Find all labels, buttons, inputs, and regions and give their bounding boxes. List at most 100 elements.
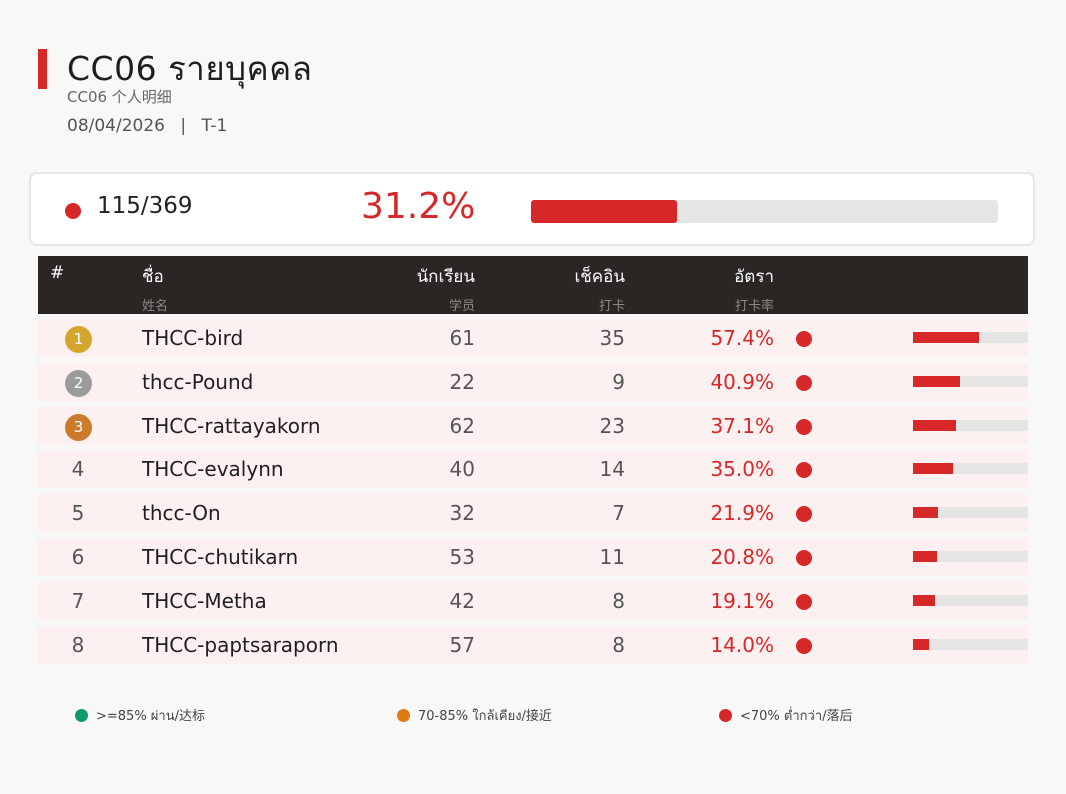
checkin-count: 35 [599, 326, 625, 350]
col-students-label: นักเรียน [416, 267, 475, 287]
rate-status-dot [796, 506, 812, 523]
table-row: 5 thcc-On 32 7 21.9% [38, 494, 1028, 533]
header-accent-bar [38, 49, 47, 89]
rate-bar-track [913, 638, 1028, 650]
page-subtitle: CC06 个人明细 [67, 88, 172, 106]
rate-bar-track [913, 550, 1028, 562]
legend-dot [75, 709, 88, 722]
rate-bar-track [913, 419, 1028, 431]
summary-count: 115/369 [97, 193, 193, 219]
student-count: 62 [449, 413, 475, 438]
rate-bar-fill [913, 419, 956, 431]
ranking-table: # ชื่อ 姓名 นักเรียน 学员 เช็คอิน 打卡 อัตรา 打… [38, 256, 1028, 664]
checkin-rate: 40.9% [710, 369, 774, 394]
rate-status-dot [796, 549, 812, 566]
table-row: 3 THCC-rattayakorn 62 23 37.1% [38, 406, 1028, 445]
rank-number: 4 [71, 457, 85, 482]
student-count: 53 [449, 544, 475, 569]
legend-item: >=85% ผ่าน/达标 [75, 705, 205, 726]
student-count: 61 [449, 326, 475, 350]
checkin-count: 7 [612, 501, 625, 526]
table-body: 1 THCC-bird 61 35 57.4% 2 thcc-Pound 22 9 40.9% 3 T… [38, 319, 1028, 664]
col-students-header: นักเรียน 学员 [417, 263, 475, 314]
member-name: THCC-chutikarn [142, 544, 299, 569]
rate-bar-fill [913, 332, 979, 343]
table-row: 8 THCC-paptsaraporn 57 8 14.0% [38, 625, 1028, 664]
rate-bar-fill [913, 550, 937, 562]
date-separator: | [180, 116, 187, 136]
checkin-rate: 37.1% [710, 413, 774, 438]
col-name-header: ชื่อ 姓名 [142, 263, 168, 314]
member-name: THCC-bird [142, 326, 244, 350]
rate-bar-track [913, 332, 1028, 343]
page-title: CC06 รายบุคคล [67, 49, 313, 88]
checkin-count: 23 [599, 413, 625, 438]
legend-dot [719, 709, 732, 722]
checkin-count: 11 [599, 544, 625, 569]
rate-bar-fill [913, 463, 954, 475]
col-name-label: ชื่อ [142, 267, 164, 287]
table-header: # ชื่อ 姓名 นักเรียน 学员 เช็คอิน 打卡 อัตรา 打… [38, 256, 1028, 314]
checkin-rate: 57.4% [710, 326, 774, 350]
table-row: 1 THCC-bird 61 35 57.4% [38, 319, 1028, 357]
rank-medal-bronze: 3 [65, 413, 92, 441]
member-name: THCC-evalynn [142, 457, 284, 482]
col-rate-sublabel: 打卡率 [734, 299, 774, 314]
col-rate-label: อัตรา [734, 267, 774, 287]
rank-medal-silver: 2 [65, 369, 92, 397]
rank-medal-gold: 1 [65, 326, 92, 353]
rank-number: 8 [71, 632, 85, 657]
member-name: thcc-Pound [142, 369, 254, 394]
col-rate-header: อัตรา 打卡率 [734, 263, 774, 314]
date-line: 08/04/2026 | T-1 [67, 116, 227, 136]
student-count: 57 [449, 632, 475, 657]
rate-bar-fill [913, 594, 935, 606]
member-name: THCC-paptsaraporn [142, 632, 339, 657]
summary-status-dot [65, 203, 81, 219]
col-rank-label: # [50, 263, 65, 283]
legend-label: <70% ต่ำกว่า/落后 [740, 709, 853, 724]
checkin-rate: 19.1% [710, 588, 774, 613]
col-checkin-sublabel: 打卡 [598, 299, 625, 314]
col-name-sublabel: 姓名 [142, 299, 169, 314]
member-name: thcc-On [142, 501, 221, 526]
summary-card: 115/369 31.2% [29, 172, 1035, 246]
student-count: 32 [449, 501, 475, 526]
member-name: THCC-rattayakorn [142, 413, 321, 438]
checkin-rate: 14.0% [710, 632, 774, 657]
rate-bar-fill [913, 638, 930, 650]
legend-dot [397, 709, 410, 722]
checkin-rate: 20.8% [710, 544, 774, 569]
rate-bar-track [913, 375, 1028, 387]
summary-progress-fill [531, 200, 677, 223]
rate-status-dot [796, 637, 812, 654]
rank-number: 6 [71, 544, 85, 569]
rate-bar-track [913, 463, 1028, 475]
legend-item: <70% ต่ำกว่า/落后 [719, 705, 853, 726]
col-students-sublabel: 学员 [448, 299, 475, 314]
table-row: 2 thcc-Pound 22 9 40.9% [38, 362, 1028, 401]
checkin-count: 8 [612, 632, 625, 657]
col-rank-header: # [50, 263, 64, 283]
report-period: T-1 [201, 116, 228, 136]
rate-status-dot [796, 418, 812, 435]
rate-status-dot [796, 462, 812, 479]
checkin-count: 9 [612, 369, 625, 394]
col-checkin-header: เช็คอิน 打卡 [574, 263, 625, 314]
checkin-count: 8 [612, 588, 625, 613]
rate-status-dot [796, 374, 812, 391]
rate-status-dot [796, 331, 812, 347]
report-date: 08/04/2026 [67, 116, 165, 136]
rate-bar-fill [913, 507, 939, 519]
col-checkin-label: เช็คอิน [574, 267, 625, 287]
summary-percent: 31.2% [361, 186, 476, 227]
checkin-rate: 35.0% [710, 457, 774, 482]
table-row: 6 THCC-chutikarn 53 11 20.8% [38, 537, 1028, 576]
rate-bar-fill [913, 375, 961, 387]
student-count: 42 [449, 588, 475, 613]
rate-bar-track [913, 507, 1028, 519]
student-count: 22 [449, 369, 475, 394]
legend-item: 70-85% ใกล้เคียง/接近 [397, 705, 552, 726]
legend-label: 70-85% ใกล้เคียง/接近 [418, 709, 552, 724]
rank-number: 7 [71, 588, 85, 613]
